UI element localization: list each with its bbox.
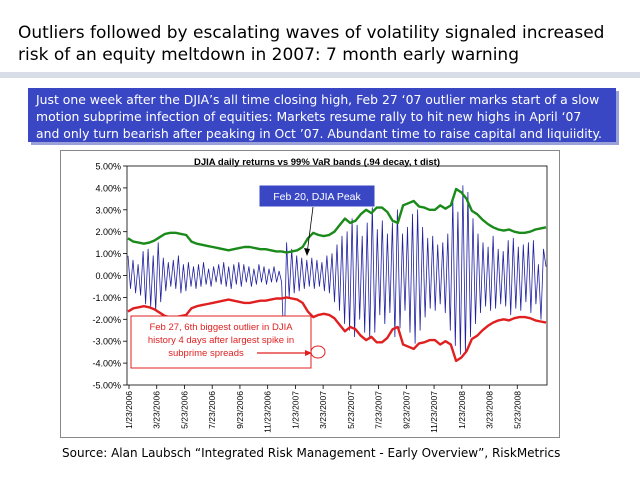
feb20-arrowhead	[304, 248, 310, 256]
summary-banner: Just one week after the DJIA’s all time …	[28, 88, 616, 142]
y-tick-label: -4.00%	[92, 359, 121, 369]
y-tick-label: 5.00%	[95, 162, 121, 172]
x-tick-label: 5/23/2008	[512, 391, 522, 429]
x-tick-label: 11/23/2007	[429, 391, 439, 433]
source-note: Source: Alan Laubsch “Integrated Risk Ma…	[62, 446, 561, 460]
series-layer	[127, 185, 547, 363]
x-tick-label: 5/23/2006	[179, 391, 189, 429]
title-divider	[0, 72, 640, 78]
x-tick-label: 1/23/2007	[290, 391, 300, 429]
y-tick-label: 2.00%	[95, 227, 121, 237]
x-tick-label: 1/23/2008	[457, 391, 467, 429]
x-tick-label: 9/23/2006	[235, 391, 245, 429]
x-tick-label: 11/23/2006	[263, 391, 273, 433]
x-tick-label: 7/23/2006	[207, 391, 217, 429]
x-tick-label: 7/23/2007	[374, 391, 384, 429]
feb27-outlier-circle	[310, 345, 326, 359]
feb20-callout: Feb 20, DJIA Peak	[258, 184, 376, 256]
x-tick-label: 5/23/2007	[346, 391, 356, 429]
feb27-arrowhead	[305, 350, 312, 356]
chart-frame: DJIA daily returns vs 99% VaR bands (.94…	[60, 150, 560, 438]
y-axis: 5.00% 4.00% 3.00% 2.00% 1.00% 0.00% -1.00% -2.0…	[92, 162, 127, 391]
x-axis: 1/23/2006 3/23/2006 5/23/2006 7/23/2006 9/23…	[124, 385, 522, 433]
var-lower-line	[127, 296, 547, 363]
x-tick-label: 3/23/2006	[152, 391, 162, 429]
slide-title: Outliers followed by escalating waves of…	[18, 23, 605, 65]
chart-title: DJIA daily returns vs 99% VaR bands (.94…	[194, 157, 440, 168]
y-tick-label: 1.00%	[95, 249, 121, 259]
daily-returns-line	[127, 185, 547, 355]
y-tick-label: 4.00%	[95, 183, 121, 193]
y-tick-label: 0.00%	[95, 271, 121, 281]
x-tick-label: 3/23/2007	[318, 391, 328, 429]
y-tick-label: -5.00%	[92, 381, 121, 391]
feb27-callout-line2: history 4 days after largest spike in	[148, 335, 294, 346]
var-upper-line	[127, 187, 547, 254]
feb27-callout-line3: subprime spreads	[168, 348, 244, 359]
y-tick-label: -2.00%	[92, 315, 121, 325]
x-tick-label: 9/23/2007	[401, 391, 411, 429]
feb27-callout-line1: Feb 27, 6th biggest outlier in DJIA	[149, 322, 293, 333]
x-tick-label: 1/23/2006	[124, 391, 134, 429]
y-tick-label: -1.00%	[92, 293, 121, 303]
x-tick-label: 3/23/2008	[485, 391, 495, 429]
feb27-callout: Feb 27, 6th biggest outlier in DJIA hist…	[130, 315, 326, 369]
feb20-pointer	[306, 206, 314, 255]
y-tick-label: 3.00%	[95, 205, 121, 215]
feb20-callout-label: Feb 20, DJIA Peak	[273, 191, 361, 203]
y-tick-label: -3.00%	[92, 337, 121, 347]
var-chart: DJIA daily returns vs 99% VaR bands (.94…	[92, 157, 548, 433]
